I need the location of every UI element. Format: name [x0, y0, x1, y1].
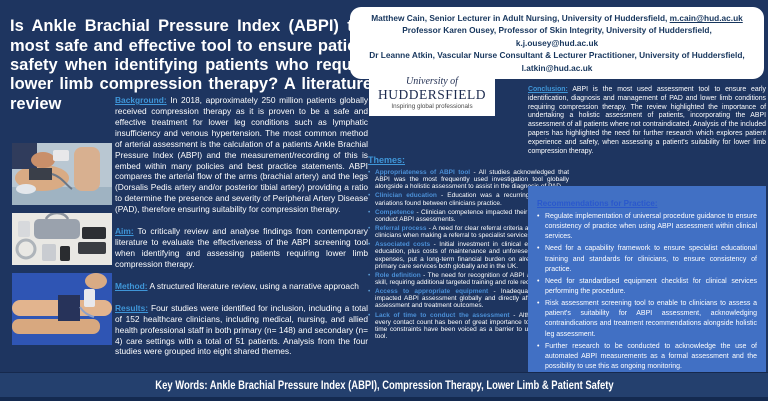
- authors-box: Matthew Cain, Senior Lecturer in Adult N…: [350, 7, 764, 80]
- theme-lead: Appropriateness of ABPI tool: [375, 169, 471, 176]
- theme-item: Competence - Clinician competence impact…: [368, 209, 569, 223]
- themes-list: Appropriateness of ABPI tool - All studi…: [368, 169, 569, 340]
- theme-lead: Role definition: [375, 271, 421, 279]
- theme-lead: Referral process: [375, 224, 427, 232]
- author-email-link[interactable]: l.atkin@hud.ac.uk: [521, 62, 593, 73]
- abpi-equipment-kit-photo: [12, 213, 112, 265]
- recommendation-item: Regulate implementation of universal pro…: [537, 212, 757, 242]
- conclusion-heading: Conclusion:: [528, 86, 568, 93]
- theme-lead: Lack of time to conduct the assessment: [375, 311, 510, 319]
- background-text: In 2018, approximately 250 million patie…: [115, 95, 369, 215]
- theme-lead: Clinician education: [375, 192, 437, 200]
- university-logo: University of HUDDERSFIELD Inspiring glo…: [369, 72, 495, 116]
- aim-section: Aim: To critically review and analyse fi…: [115, 226, 368, 270]
- recommendations-box: Recommendations for Practice: Regulate i…: [528, 186, 766, 401]
- recommendations-heading: Recommendations for Practice:: [537, 199, 658, 208]
- ankle-cuff-assessment-photo: [12, 273, 112, 345]
- results-heading: Results:: [115, 302, 149, 313]
- theme-item: Clinician education - Education was a re…: [368, 192, 569, 206]
- logo-huddersfield: HUDDERSFIELD: [377, 87, 486, 103]
- recommendation-item: Further research to be conducted to ackn…: [537, 342, 757, 372]
- theme-lead: Associated costs: [375, 241, 431, 249]
- left-text-column: Background: In 2018, approximately 250 m…: [115, 95, 368, 368]
- method-section: Method: A structured literature review, …: [115, 281, 368, 292]
- theme-text: - Initial investment in clinical equipme…: [375, 241, 570, 270]
- theme-lead: Access to appropriate equipment: [375, 288, 489, 296]
- logo-university-of: University of: [406, 76, 458, 88]
- results-section: Results: Four studies were identified fo…: [115, 303, 368, 358]
- author-line-3: Dr Leanne Atkin, Vascular Nurse Consulta…: [369, 50, 744, 72]
- theme-text: - A need for clear referral criteria and…: [375, 224, 570, 240]
- method-heading: Method:: [115, 280, 148, 291]
- abpi-equipment-kit-illustration: [12, 213, 112, 265]
- abpi-doppler-foot-illustration: [12, 143, 112, 205]
- theme-text: - All studies acknowledged that ABPI was…: [375, 169, 569, 191]
- abpi-doppler-foot-photo: [12, 143, 112, 205]
- background-heading: Background:: [115, 95, 167, 105]
- background-section: Background: In 2018, approximately 250 m…: [115, 95, 368, 215]
- author-text: Professor Karen Ousey, Professor of Skin…: [402, 25, 712, 36]
- method-text: A structured literature review, using a …: [149, 280, 359, 291]
- author-line-2: Professor Karen Ousey, Professor of Skin…: [402, 25, 712, 47]
- theme-lead: Competence: [375, 208, 415, 216]
- poster-title: Is Ankle Brachial Pressure Index (ABPI) …: [10, 17, 372, 113]
- author-line-1: Matthew Cain, Senior Lecturer in Adult N…: [371, 13, 743, 23]
- author-email-link[interactable]: m.cain@hud.ac.uk: [669, 13, 743, 23]
- themes-heading: Themes:: [368, 155, 406, 165]
- author-email-link[interactable]: k.j.ousey@hud.ac.uk: [515, 37, 599, 48]
- conclusion-section: Conclusion: ABPI is the most used assess…: [528, 86, 766, 157]
- keywords-text: Key Words: Ankle Brachial Pressure Index…: [154, 379, 614, 392]
- recommendation-item: Risk assessment screening tool to enable…: [537, 299, 757, 340]
- author-text: Matthew Cain, Senior Lecturer in Adult N…: [371, 13, 670, 23]
- theme-text: - Education was a recurring theme, with …: [375, 192, 569, 207]
- themes-section: Themes: Appropriateness of ABPI tool - A…: [368, 150, 569, 342]
- theme-item: Associated costs - Initial investment in…: [368, 241, 569, 270]
- keywords-band: Key Words: Ankle Brachial Pressure Index…: [0, 372, 768, 398]
- ankle-cuff-assessment-illustration: [12, 273, 112, 345]
- aim-heading: Aim:: [115, 226, 134, 237]
- theme-item: Appropriateness of ABPI tool - All studi…: [368, 169, 569, 190]
- theme-text: - The need for recognition of ABPI as a …: [375, 271, 570, 286]
- theme-item: Role definition - The need for recogniti…: [368, 272, 569, 286]
- recommendations-list: Regulate implementation of universal pro…: [537, 212, 757, 394]
- recommendation-item: Need for standardised equipment checklis…: [537, 277, 757, 297]
- results-text: Four studies were identified for inclusi…: [115, 302, 368, 357]
- logo-tagline: Inspiring global professionals: [391, 102, 473, 110]
- author-text: Dr Leanne Atkin, Vascular Nurse Consulta…: [369, 50, 745, 61]
- bottom-edge-strip: [0, 397, 768, 401]
- recommendation-item: Need for a capability framework to ensur…: [537, 244, 757, 274]
- conclusion-text: ABPI is the most used assessment tool to…: [528, 86, 766, 155]
- theme-item: Referral process - A need for clear refe…: [368, 225, 569, 239]
- theme-text: - Clinician competence impacted their wi…: [375, 208, 569, 223]
- aim-text: To critically review and analyse finding…: [115, 226, 368, 269]
